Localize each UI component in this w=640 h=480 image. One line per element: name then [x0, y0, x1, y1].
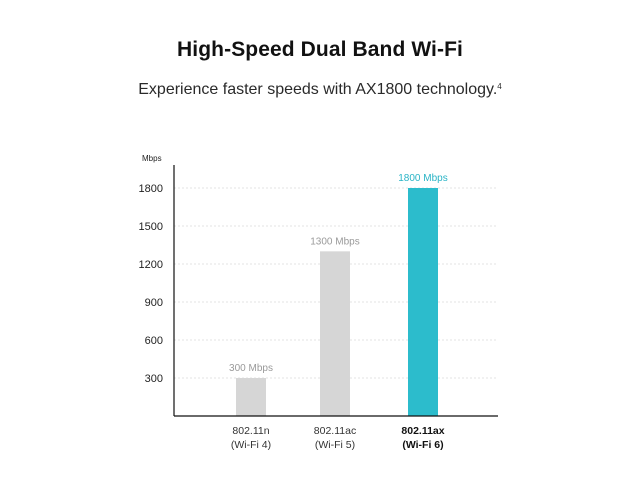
y-tick-label: 600 [145, 335, 163, 347]
bar-80211n [236, 378, 266, 416]
subtitle-footnote-mark: 4 [497, 82, 502, 91]
page-title: High-Speed Dual Band Wi-Fi [177, 38, 463, 61]
x-tick-sublabel: (Wi-Fi 6) [402, 439, 443, 451]
y-tick-label: 900 [145, 297, 163, 309]
subtitle-text: Experience faster speeds with AX1800 tec… [138, 81, 498, 98]
y-tick-label: 300 [145, 373, 163, 385]
axis-layer [173, 165, 498, 417]
bar-80211ac [320, 251, 350, 416]
labels-layer: 300 600 900 1200 1500 1800 300 Mbps 802.11n (Wi-… [139, 173, 448, 451]
x-tick-label: 802.11ac [314, 425, 356, 437]
x-tick-sublabel: (Wi-Fi 4) [231, 439, 271, 451]
y-tick-label: 1500 [139, 221, 163, 233]
bar-value-label: 1800 Mbps [398, 173, 447, 184]
x-tick-label: 802.11ax [401, 425, 444, 437]
bars-layer [236, 188, 438, 416]
bar-value-label: 1300 Mbps [310, 236, 359, 247]
x-tick-label: 802.11n [232, 425, 269, 437]
x-tick-sublabel: (Wi-Fi 5) [315, 439, 355, 451]
bar-80211ax [408, 188, 438, 416]
page-subtitle: Experience faster speeds with AX1800 tec… [0, 81, 640, 99]
y-tick-label: 1200 [139, 259, 163, 271]
y-tick-label: 1800 [139, 183, 163, 195]
y-axis-unit-label: Mbps [142, 154, 162, 163]
bar-value-label: 300 Mbps [229, 363, 273, 374]
